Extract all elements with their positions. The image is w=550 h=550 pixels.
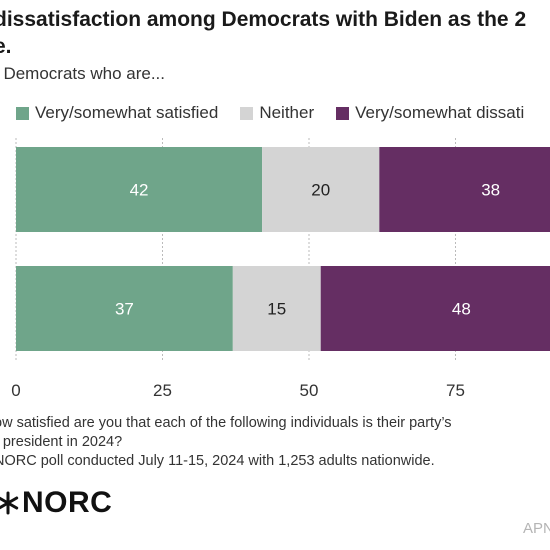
bar-row-1-series-1 xyxy=(16,147,263,232)
norc-logo: NORC xyxy=(0,486,112,520)
legend-swatch-neither xyxy=(240,106,254,120)
source-text: NORC poll conducted July 11-15, 2024 wit… xyxy=(0,453,435,469)
chart-title-line-1: dissatisfaction among Democrats with Bid… xyxy=(0,8,527,31)
bar-row-2-series-1 xyxy=(16,266,233,351)
data-label-row-2-series-2: 15 xyxy=(267,300,286,319)
bar-row-2-series-3 xyxy=(320,266,550,351)
legend-item-dissatisfied: Very/somewhat dissati xyxy=(336,103,524,123)
data-label-row-2-series-1: 37 xyxy=(115,300,134,319)
x-tick-label-25: 25 xyxy=(153,381,172,400)
credit-text: APN xyxy=(523,520,550,537)
data-label-row-2-series-3: 48 xyxy=(452,300,471,319)
legend-item-neither: Neither xyxy=(240,103,314,123)
chart-title-line-2: e. xyxy=(0,35,12,58)
chart-title: dissatisfaction among Democrats with Bid… xyxy=(0,6,550,60)
data-label-row-1-series-2: 20 xyxy=(311,181,330,200)
bar-row-1-series-2 xyxy=(262,147,380,232)
bar-row-2-series-2 xyxy=(232,266,321,351)
data-label-row-1-series-1: 42 xyxy=(130,181,149,200)
legend-swatch-dissatisfied xyxy=(336,106,350,120)
x-tick-label-50: 50 xyxy=(300,381,319,400)
chart-subtitle: f Democrats who are... xyxy=(0,64,166,83)
data-label-row-1-series-3: 38 xyxy=(481,181,500,200)
question-text-line-2: r president in 2024? xyxy=(0,434,123,450)
asterisk-logo-icon xyxy=(0,491,19,515)
legend-item-satisfied: Very/somewhat satisfied xyxy=(16,103,218,123)
x-tick-label-0: 0 xyxy=(11,381,20,400)
logo-text: NORC xyxy=(22,486,113,519)
legend-swatch-satisfied xyxy=(16,106,29,120)
chart-notes: ow satisfied are you that each of the fo… xyxy=(0,414,550,471)
stacked-bar-chart: 0 25 50 75 42 20 38 37 15 48 xyxy=(11,138,550,400)
question-text-line-1: ow satisfied are you that each of the fo… xyxy=(0,415,452,431)
chart-legend: Very/somewhat satisfied Neither Very/som… xyxy=(16,102,546,124)
legend-label-neither: Neither xyxy=(259,103,315,122)
legend-label-satisfied: Very/somewhat satisfied xyxy=(35,103,219,122)
bar-row-1-series-3 xyxy=(379,147,550,232)
legend-label-dissatisfied: Very/somewhat dissati xyxy=(355,103,525,122)
x-tick-label-75: 75 xyxy=(446,381,465,400)
